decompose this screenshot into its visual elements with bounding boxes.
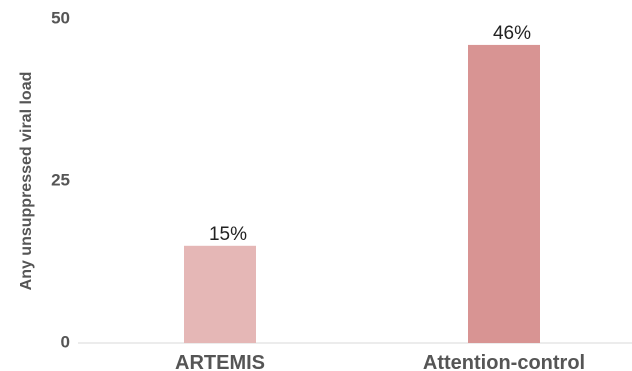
category-labels-group: ARTEMIS Attention-control [175, 352, 585, 371]
bars-group [184, 44, 540, 344]
bar-data-label: 46% [493, 23, 531, 44]
x-category-label: ARTEMIS [175, 352, 265, 371]
bar [184, 245, 256, 343]
y-axis-title: Any unsuppressed viral load [18, 72, 35, 291]
bar-data-label: 15% [209, 224, 247, 245]
x-category-label: Attention-control [423, 352, 585, 371]
y-tick-label: 50 [51, 8, 70, 27]
y-tick-label: 0 [61, 332, 70, 351]
y-tick-label: 25 [51, 170, 70, 189]
y-axis-title-group: Any unsuppressed viral load [18, 72, 35, 291]
y-axis-ticks: 0 25 50 [51, 8, 70, 351]
bar [468, 44, 540, 344]
data-labels-group: 15% 46% [209, 23, 531, 245]
